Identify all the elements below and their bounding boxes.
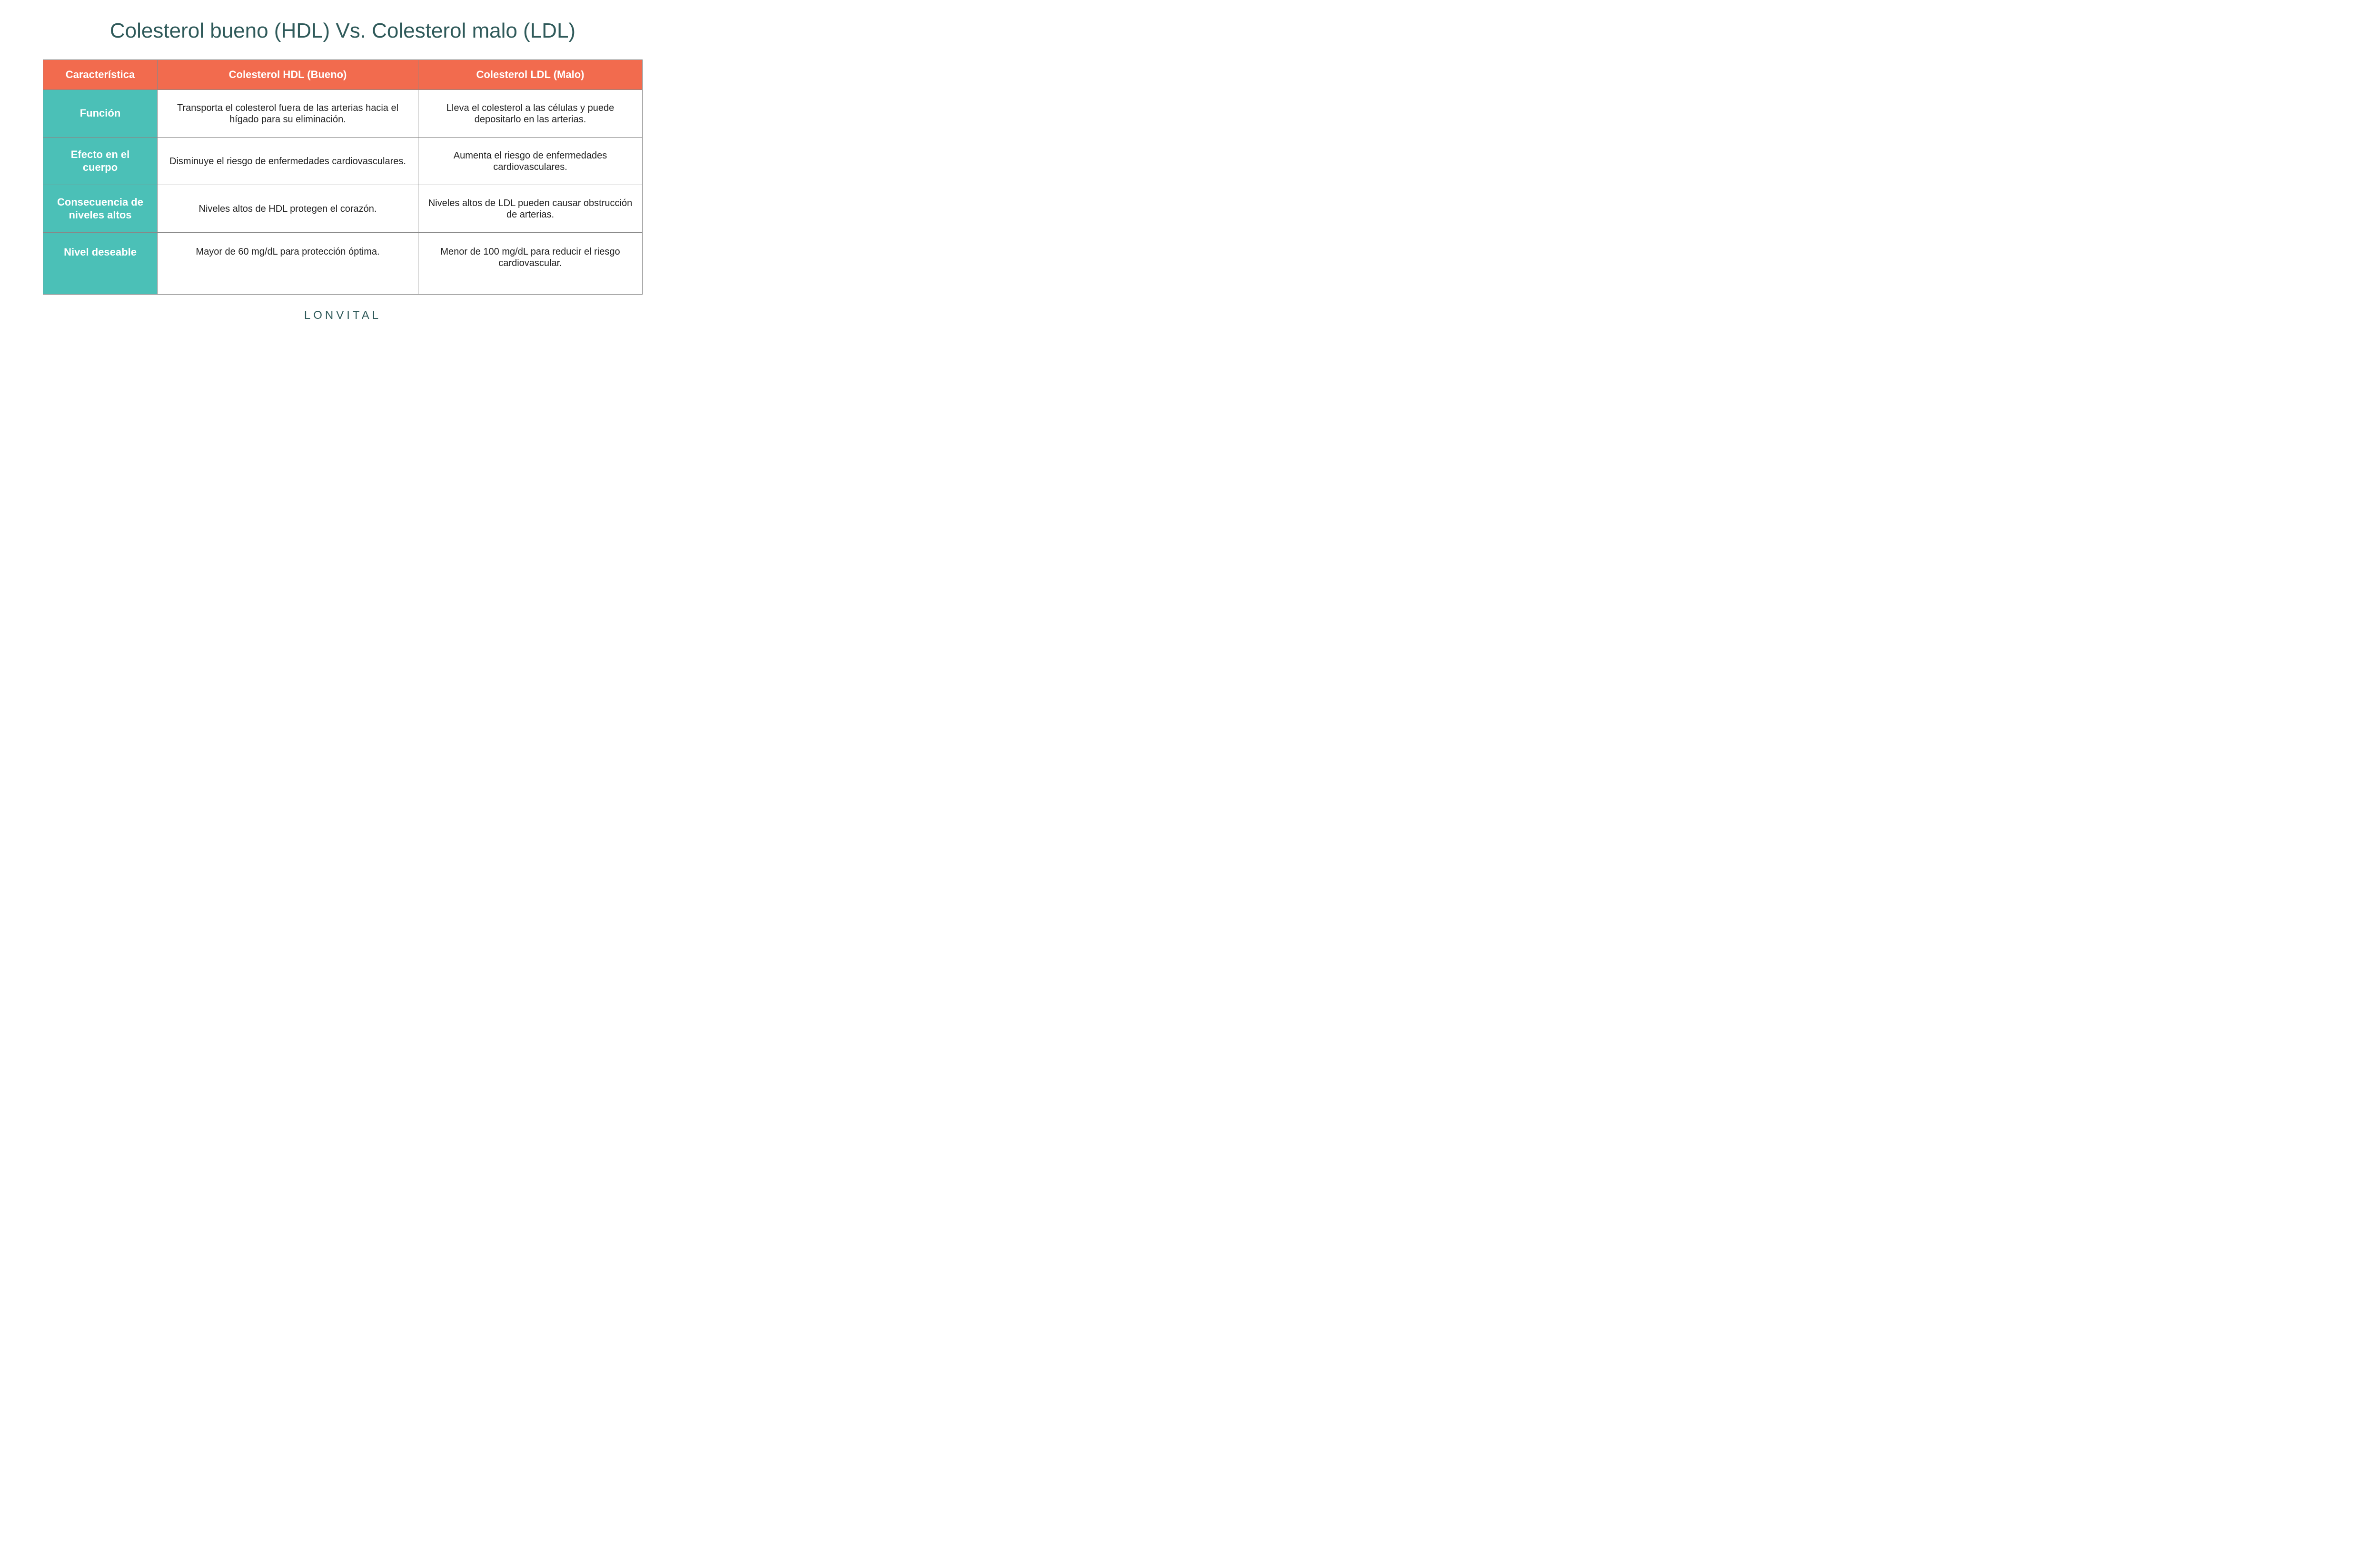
table-row: Nivel deseable Mayor de 60 mg/dL para pr… bbox=[43, 233, 643, 295]
cell-hdl: Mayor de 60 mg/dL para protección óptima… bbox=[158, 233, 418, 295]
table-row: Efecto en el cuerpo Disminuye el riesgo … bbox=[43, 138, 643, 185]
cell-ldl: Aumenta el riesgo de enfermedades cardio… bbox=[418, 138, 643, 185]
comparison-table: Característica Colesterol HDL (Bueno) Co… bbox=[43, 59, 643, 295]
row-label: Efecto en el cuerpo bbox=[43, 138, 158, 185]
brand-logo-text: LONVITAL bbox=[304, 309, 381, 322]
col-header-ldl: Colesterol LDL (Malo) bbox=[418, 60, 643, 90]
cell-hdl: Transporta el colesterol fuera de las ar… bbox=[158, 90, 418, 138]
row-label: Función bbox=[43, 90, 158, 138]
cell-hdl: Disminuye el riesgo de enfermedades card… bbox=[158, 138, 418, 185]
col-header-hdl: Colesterol HDL (Bueno) bbox=[158, 60, 418, 90]
table-row: Consecuencia de niveles altos Niveles al… bbox=[43, 185, 643, 233]
col-header-feature: Característica bbox=[43, 60, 158, 90]
page-title: Colesterol bueno (HDL) Vs. Colesterol ma… bbox=[110, 19, 575, 43]
cell-ldl: Lleva el colesterol a las células y pued… bbox=[418, 90, 643, 138]
cell-hdl: Niveles altos de HDL protegen el corazón… bbox=[158, 185, 418, 233]
row-label: Nivel deseable bbox=[43, 233, 158, 295]
table-row: Función Transporta el colesterol fuera d… bbox=[43, 90, 643, 138]
table-header-row: Característica Colesterol HDL (Bueno) Co… bbox=[43, 60, 643, 90]
row-label: Consecuencia de niveles altos bbox=[43, 185, 158, 233]
cell-ldl: Niveles altos de LDL pueden causar obstr… bbox=[418, 185, 643, 233]
cell-ldl: Menor de 100 mg/dL para reducir el riesg… bbox=[418, 233, 643, 295]
